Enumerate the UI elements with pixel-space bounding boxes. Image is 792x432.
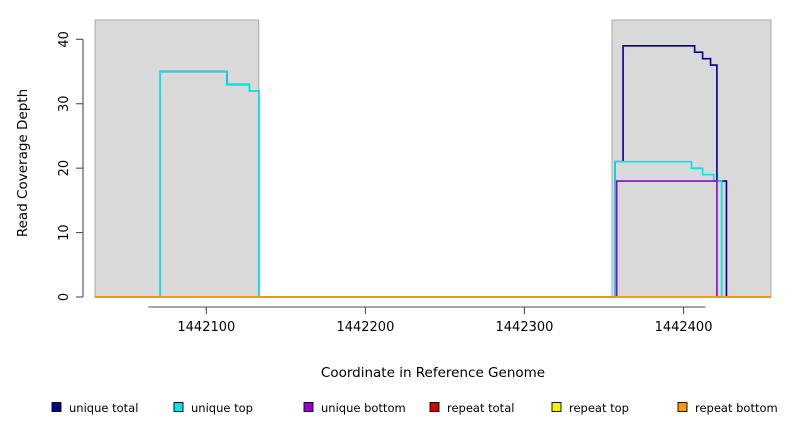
legend-label: repeat bottom: [695, 401, 778, 415]
legend-label: unique top: [191, 401, 253, 415]
legend-label: repeat top: [569, 401, 629, 415]
y-tick-label: 10: [57, 224, 72, 241]
y-tick-label: 0: [57, 293, 72, 301]
legend-swatch: [303, 402, 314, 412]
x-tick-label: 1442200: [336, 320, 394, 335]
y-tick-label: 30: [57, 95, 72, 112]
legend-swatch: [551, 402, 562, 412]
legend-swatch: [51, 402, 62, 412]
axes-group: 1442100 1442200 1442300 1442400 0 10 20 30 40: [57, 31, 712, 335]
legend-swatch: [677, 402, 688, 412]
shaded-repeat-regions: [94, 19, 772, 298]
legend-swatch: [429, 402, 440, 412]
legend-label: unique total: [69, 401, 138, 415]
y-tick-label: 40: [57, 31, 72, 48]
x-tick-label: 1442100: [177, 320, 235, 335]
chart-legend: unique total unique top unique bottom repea…: [51, 401, 778, 415]
series-unique-top: [95, 70, 771, 298]
x-axis-title: Coordinate in Reference Genome: [321, 365, 545, 381]
x-tick-label: 1442300: [496, 320, 554, 335]
x-tick-label: 1442400: [655, 320, 713, 335]
y-axis-title: Read Coverage Depth: [15, 89, 31, 237]
shaded-region: [611, 19, 772, 298]
y-tick-label: 20: [57, 160, 72, 177]
coverage-series-group: [95, 44, 771, 298]
legend-label: unique bottom: [321, 401, 406, 415]
shaded-region: [94, 19, 260, 298]
legend-swatch: [173, 402, 184, 412]
legend-label: repeat total: [447, 401, 514, 415]
